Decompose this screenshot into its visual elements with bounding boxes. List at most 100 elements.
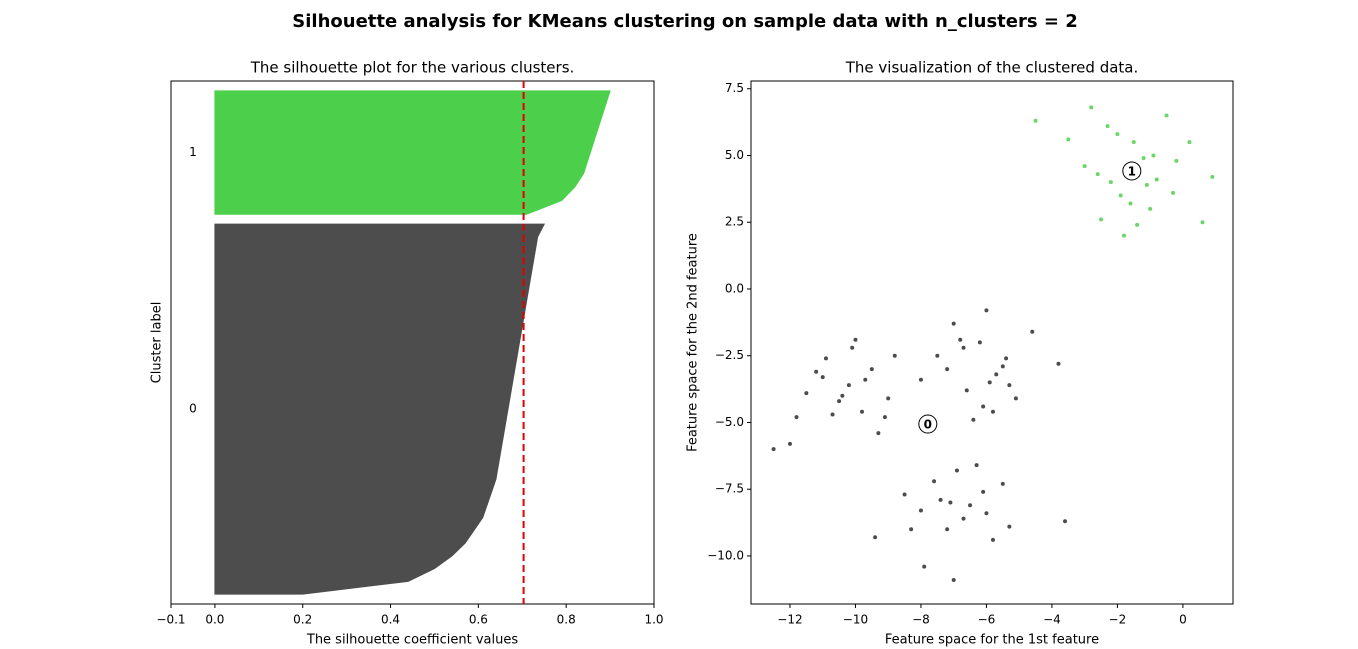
point [1148,206,1153,211]
point [853,337,858,342]
point [1095,172,1100,177]
point [1099,217,1104,222]
cluster-label: 0 [189,402,197,416]
point [850,345,855,350]
x-tick-label: 0.4 [381,613,400,627]
point [1154,177,1159,182]
point [1000,481,1005,486]
x-tick-label: −10 [843,613,868,627]
point [787,441,792,446]
point [1174,158,1179,163]
point [981,404,986,409]
cluster-center [1122,161,1142,181]
point [981,489,986,494]
point [876,431,881,436]
x-tick-label: −8 [912,613,930,627]
point [860,409,865,414]
point [840,393,845,398]
point [961,516,966,521]
point [1105,124,1110,129]
cluster-label: 1 [189,145,197,159]
point [814,369,819,374]
point [968,503,973,508]
point [984,308,989,313]
cluster-center [918,414,938,434]
point [902,492,907,497]
x-tick-label: −6 [978,613,996,627]
point [1115,132,1120,137]
x-tick-label: 1.0 [644,613,663,627]
point [990,409,995,414]
point [971,417,976,422]
x-tick-label: 0 [1179,613,1187,627]
point [994,372,999,377]
axes-title: The silhouette plot for the various clus… [250,59,575,77]
x-tick-label: 0.0 [205,613,224,627]
x-tick-label: 0.6 [469,613,488,627]
point [938,497,943,502]
point [918,377,923,382]
y-tick-label: −2.5 [715,348,744,362]
point [948,500,953,505]
point [945,367,950,372]
point [984,511,989,516]
point [1030,329,1035,334]
point [958,337,963,342]
point [1000,364,1005,369]
x-tick-label: −12 [777,613,802,627]
x-tick-label: 0.2 [293,613,312,627]
point [954,468,959,473]
point [935,353,940,358]
point [820,375,825,380]
y-tick-label: −5.0 [715,415,744,429]
point [1144,182,1149,187]
point [1108,180,1113,185]
y-tick-label: 2.5 [725,215,744,229]
center-label: 0 [924,418,932,432]
x-tick-label: −4 [1043,613,1061,627]
y-tick-label: 0.0 [725,281,744,295]
point [1007,524,1012,529]
point [892,353,897,358]
point [1082,164,1087,169]
point [837,399,842,404]
point [1033,118,1038,123]
point [1187,140,1192,145]
y-tick-label: −7.5 [715,482,744,496]
point [951,321,956,326]
point [823,356,828,361]
point [1210,174,1215,179]
x-tick-label: −0.1 [156,613,185,627]
point [1164,113,1169,118]
silhouette-area [214,223,546,595]
x-tick-label: −2 [1109,613,1127,627]
point [1004,356,1009,361]
point [918,508,923,513]
axes-frame [750,80,1234,605]
silhouette-area [214,90,611,215]
point [830,412,835,417]
point [1121,233,1126,238]
point [1135,222,1140,227]
point [922,564,927,569]
point [932,479,937,484]
point [1118,193,1123,198]
y-axis-label: Cluster label [150,302,165,384]
point [1063,519,1068,524]
point [964,388,969,393]
y-tick-label: 5.0 [725,148,744,162]
axes-title: The visualization of the clustered data. [845,59,1139,77]
center-label: 1 [1128,164,1136,178]
point [1013,396,1018,401]
y-tick-label: 7.5 [725,81,744,95]
point [771,447,776,452]
point [909,527,914,532]
point [1151,153,1156,158]
point [1141,156,1146,161]
x-axis-label: Feature space for the 1st feature [885,633,1099,648]
point [961,345,966,350]
point [951,577,956,582]
point [794,415,799,420]
point [846,383,851,388]
